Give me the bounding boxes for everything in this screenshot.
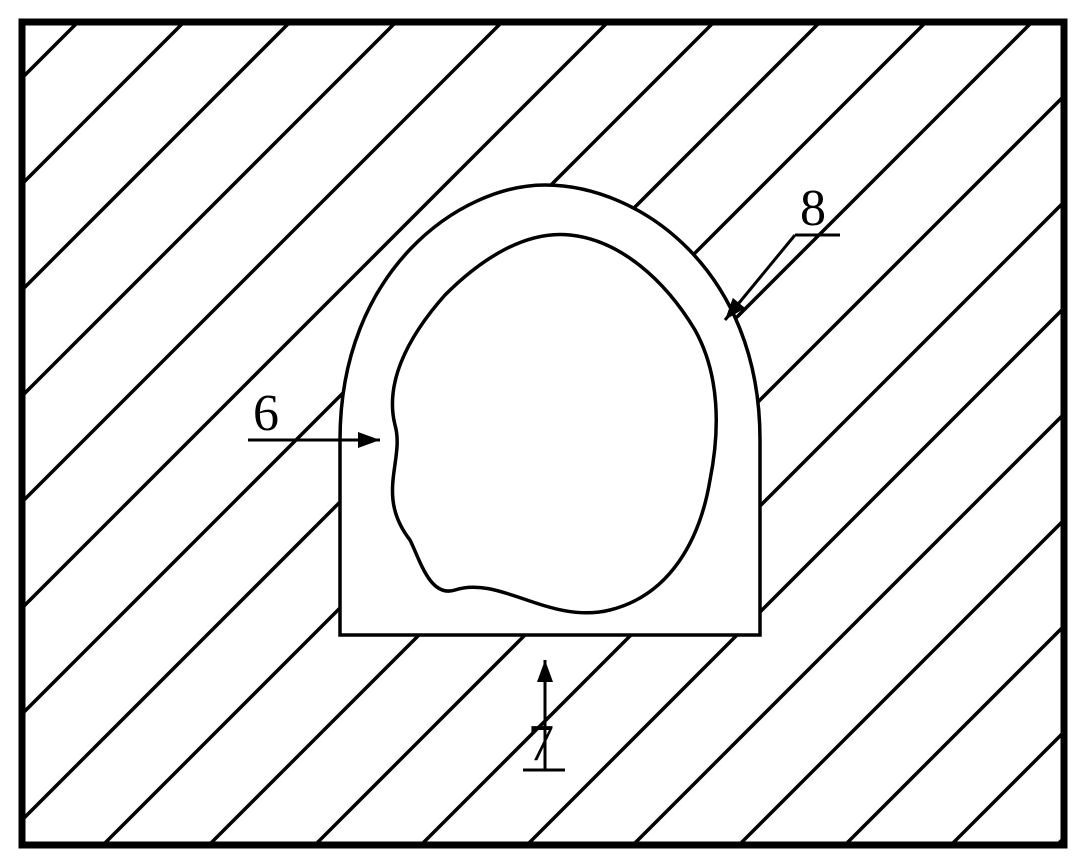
callout-label: 7: [528, 715, 554, 772]
cross-section-diagram: 6 7 8: [0, 0, 1086, 867]
callout-8: 8: [725, 180, 840, 320]
arrowhead-icon: [537, 660, 553, 682]
callout-7: 7: [523, 660, 565, 772]
callout-label: 6: [253, 385, 279, 442]
callout-label: 8: [800, 180, 826, 237]
